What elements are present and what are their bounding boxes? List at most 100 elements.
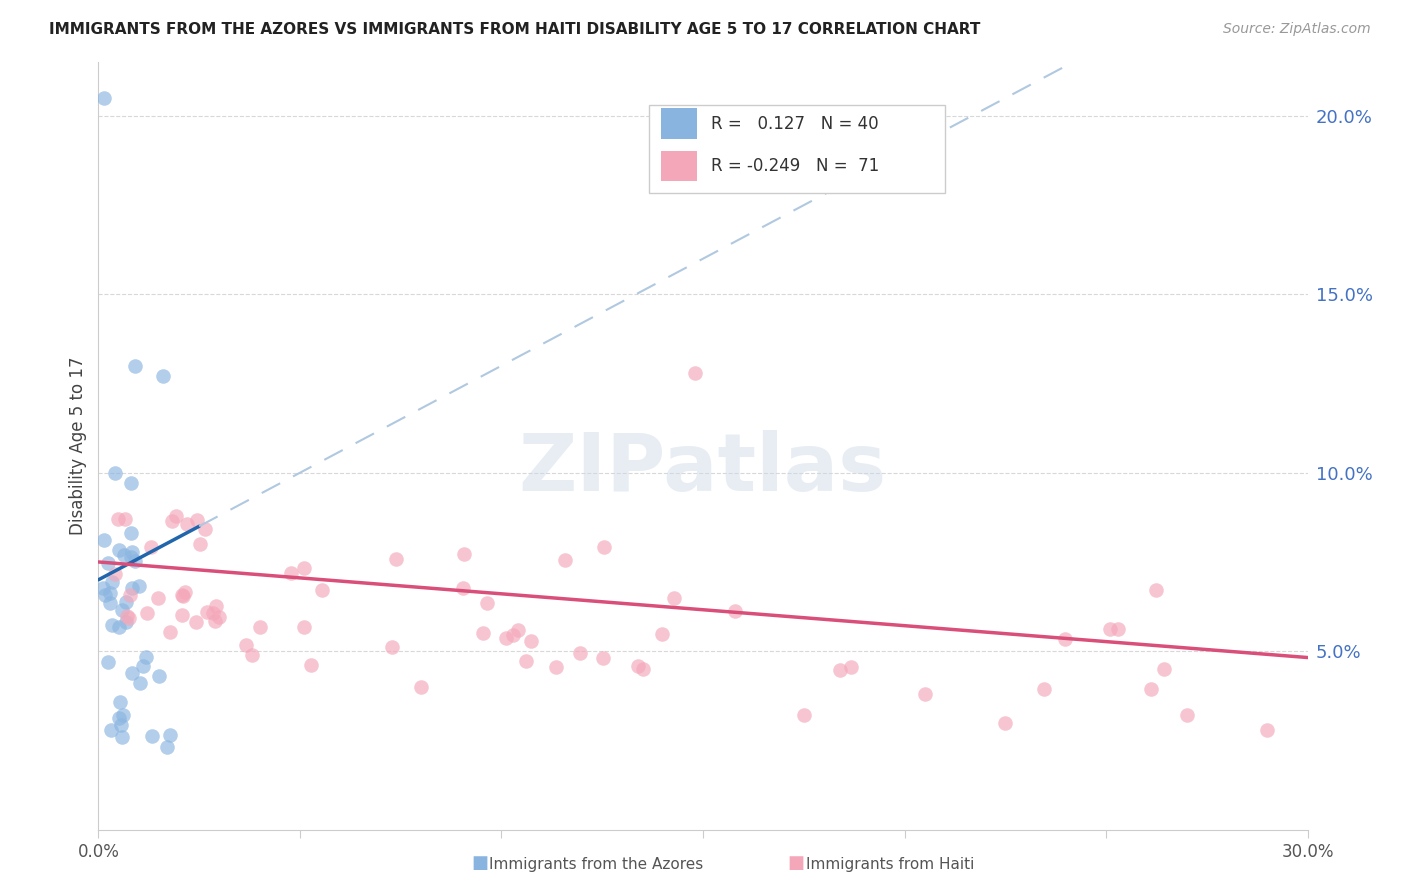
Point (593, 540, 616, 554)
Point (193, 522, 215, 536)
Point (249, 619, 271, 633)
Point (631, 662, 654, 676)
Point (124, 359, 146, 373)
Point (502, 627, 524, 641)
Point (141, 729, 163, 743)
Point (202, 606, 225, 620)
Point (381, 640, 404, 655)
Point (1107, 623, 1129, 637)
Point (111, 730, 134, 744)
Point (98, 596, 121, 610)
Point (292, 560, 315, 574)
Point (554, 552, 576, 566)
Point (101, 618, 124, 632)
Point (170, 608, 193, 623)
Point (311, 583, 333, 598)
Point (135, 650, 157, 665)
Point (1175, 708, 1198, 723)
Point (110, 718, 132, 732)
Point (121, 665, 143, 680)
Point (519, 633, 541, 648)
Point (173, 584, 195, 599)
Point (97, 655, 120, 669)
Point (1140, 681, 1163, 696)
Point (112, 549, 135, 563)
Y-axis label: Disability Age 5 to 17: Disability Age 5 to 17 (69, 357, 87, 535)
Point (156, 739, 179, 754)
Point (121, 581, 143, 595)
Text: ■: ■ (471, 855, 488, 872)
Text: R =   0.127   N = 40: R = 0.127 N = 40 (711, 115, 879, 133)
Point (136, 607, 159, 621)
Point (107, 512, 129, 526)
Point (108, 620, 131, 634)
Point (453, 547, 475, 561)
Point (1256, 723, 1278, 737)
Point (292, 620, 315, 634)
FancyBboxPatch shape (661, 109, 697, 139)
Point (186, 615, 208, 629)
Point (118, 588, 141, 602)
Point (121, 525, 143, 540)
Point (1099, 623, 1122, 637)
Point (128, 579, 150, 593)
FancyBboxPatch shape (661, 151, 697, 181)
Point (793, 708, 815, 723)
Point (98, 586, 121, 600)
Point (159, 728, 181, 742)
Point (994, 715, 1017, 730)
Point (111, 603, 134, 617)
Point (914, 687, 936, 701)
Point (592, 651, 614, 665)
Point (240, 648, 263, 663)
Point (152, 369, 174, 384)
Point (108, 695, 131, 709)
Point (195, 606, 218, 620)
Text: ZIPatlas: ZIPatlas (519, 430, 887, 508)
Point (627, 659, 650, 673)
Point (1153, 662, 1175, 676)
Point (103, 567, 125, 582)
Text: IMMIGRANTS FROM THE AZORES VS IMMIGRANTS FROM HAITI DISABILITY AGE 5 TO 17 CORRE: IMMIGRANTS FROM THE AZORES VS IMMIGRANTS… (49, 22, 980, 37)
Point (451, 581, 474, 595)
Point (235, 638, 257, 652)
Point (683, 366, 706, 380)
Point (132, 658, 155, 673)
Point (93, 533, 115, 547)
Point (115, 594, 138, 608)
Point (100, 723, 122, 737)
Point (111, 708, 134, 723)
Point (477, 596, 499, 610)
Point (409, 680, 432, 694)
Point (94, 588, 117, 602)
Point (1144, 582, 1167, 597)
Point (186, 513, 208, 527)
Point (115, 608, 138, 623)
Point (472, 626, 495, 640)
Point (129, 676, 152, 690)
Point (108, 710, 131, 724)
Point (160, 514, 183, 528)
Text: R = -0.249   N =  71: R = -0.249 N = 71 (711, 157, 880, 175)
Point (568, 646, 591, 660)
Point (176, 516, 198, 531)
FancyBboxPatch shape (648, 104, 945, 193)
Point (97, 556, 120, 570)
Point (103, 466, 125, 480)
Point (839, 659, 862, 673)
Point (828, 663, 851, 677)
Point (1032, 681, 1054, 696)
Text: Source: ZipAtlas.com: Source: ZipAtlas.com (1223, 22, 1371, 37)
Text: Immigrants from Haiti: Immigrants from Haiti (806, 857, 974, 872)
Point (101, 575, 124, 590)
Point (204, 614, 226, 628)
Text: ■: ■ (787, 855, 804, 872)
Point (280, 566, 302, 580)
Point (546, 660, 568, 674)
Point (724, 604, 747, 618)
Point (385, 552, 408, 566)
Point (170, 588, 193, 602)
Point (204, 599, 226, 613)
Point (93, 91, 115, 105)
Point (208, 609, 231, 624)
